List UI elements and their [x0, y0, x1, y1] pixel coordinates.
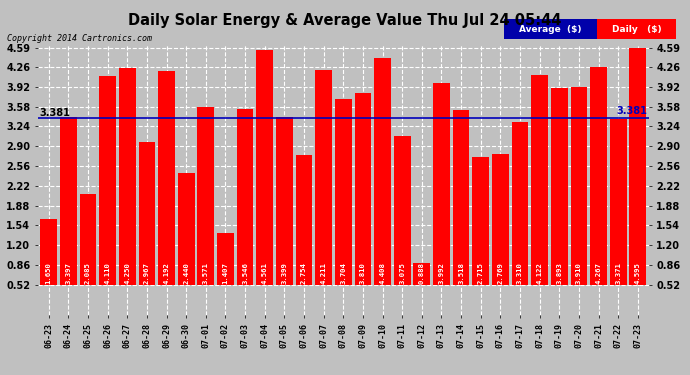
Text: Daily   ($): Daily ($) [612, 25, 661, 34]
Text: 3.992: 3.992 [438, 262, 444, 284]
Text: 2.440: 2.440 [183, 262, 189, 284]
Text: 2.769: 2.769 [497, 262, 504, 284]
Text: 3.371: 3.371 [615, 262, 621, 284]
Text: 4.408: 4.408 [380, 262, 386, 284]
Bar [610, 119, 627, 285]
Text: 3.810: 3.810 [360, 262, 366, 284]
Text: 3.310: 3.310 [517, 262, 523, 284]
Text: 3.893: 3.893 [556, 262, 562, 284]
Bar [60, 117, 77, 285]
Bar [413, 263, 430, 285]
Text: Daily Solar Energy & Average Value Thu Jul 24 05:44: Daily Solar Energy & Average Value Thu J… [128, 13, 562, 28]
Bar [257, 50, 273, 285]
Bar [453, 110, 469, 285]
Bar [197, 107, 214, 285]
Bar [276, 117, 293, 285]
Text: 3.571: 3.571 [203, 262, 209, 284]
Text: 3.397: 3.397 [66, 262, 71, 284]
Text: 3.910: 3.910 [576, 262, 582, 284]
Bar [237, 109, 253, 285]
Bar [315, 70, 332, 285]
Bar [531, 75, 548, 285]
Bar [492, 154, 509, 285]
Bar [629, 48, 646, 285]
Text: 3.381: 3.381 [39, 108, 70, 118]
Bar [41, 219, 57, 285]
Bar [551, 88, 568, 285]
Text: 3.399: 3.399 [282, 262, 287, 284]
Bar [512, 122, 529, 285]
Bar [590, 67, 607, 285]
Bar [79, 194, 97, 285]
Bar [178, 173, 195, 285]
Text: 4.561: 4.561 [262, 262, 268, 284]
Text: 4.192: 4.192 [164, 262, 170, 284]
Bar [433, 83, 450, 285]
Text: 4.250: 4.250 [124, 262, 130, 284]
Bar [473, 157, 489, 285]
Text: 4.110: 4.110 [105, 262, 110, 284]
Text: 4.595: 4.595 [635, 262, 641, 284]
Text: 3.381: 3.381 [617, 106, 648, 116]
Text: 1.407: 1.407 [222, 262, 228, 284]
Text: 0.888: 0.888 [419, 262, 425, 284]
Text: Average  ($): Average ($) [519, 25, 582, 34]
Text: 4.122: 4.122 [537, 262, 542, 284]
Text: Copyright 2014 Cartronics.com: Copyright 2014 Cartronics.com [7, 34, 152, 43]
Bar [355, 93, 371, 285]
Text: 4.211: 4.211 [321, 262, 326, 284]
Bar [99, 76, 116, 285]
Text: 2.967: 2.967 [144, 262, 150, 284]
Bar [295, 155, 313, 285]
Text: 2.754: 2.754 [301, 262, 307, 284]
Bar [335, 99, 352, 285]
Bar [139, 142, 155, 285]
Bar [394, 136, 411, 285]
Text: 3.518: 3.518 [458, 262, 464, 284]
Bar [217, 233, 234, 285]
Text: 4.267: 4.267 [595, 262, 602, 284]
Text: 3.704: 3.704 [340, 262, 346, 284]
Bar [571, 87, 587, 285]
Bar [119, 68, 136, 285]
Bar [374, 58, 391, 285]
Text: 2.715: 2.715 [477, 262, 484, 284]
Text: 2.085: 2.085 [85, 262, 91, 284]
Text: 1.650: 1.650 [46, 262, 52, 284]
Text: 3.075: 3.075 [400, 262, 405, 284]
Bar [158, 71, 175, 285]
Text: 3.546: 3.546 [242, 262, 248, 284]
